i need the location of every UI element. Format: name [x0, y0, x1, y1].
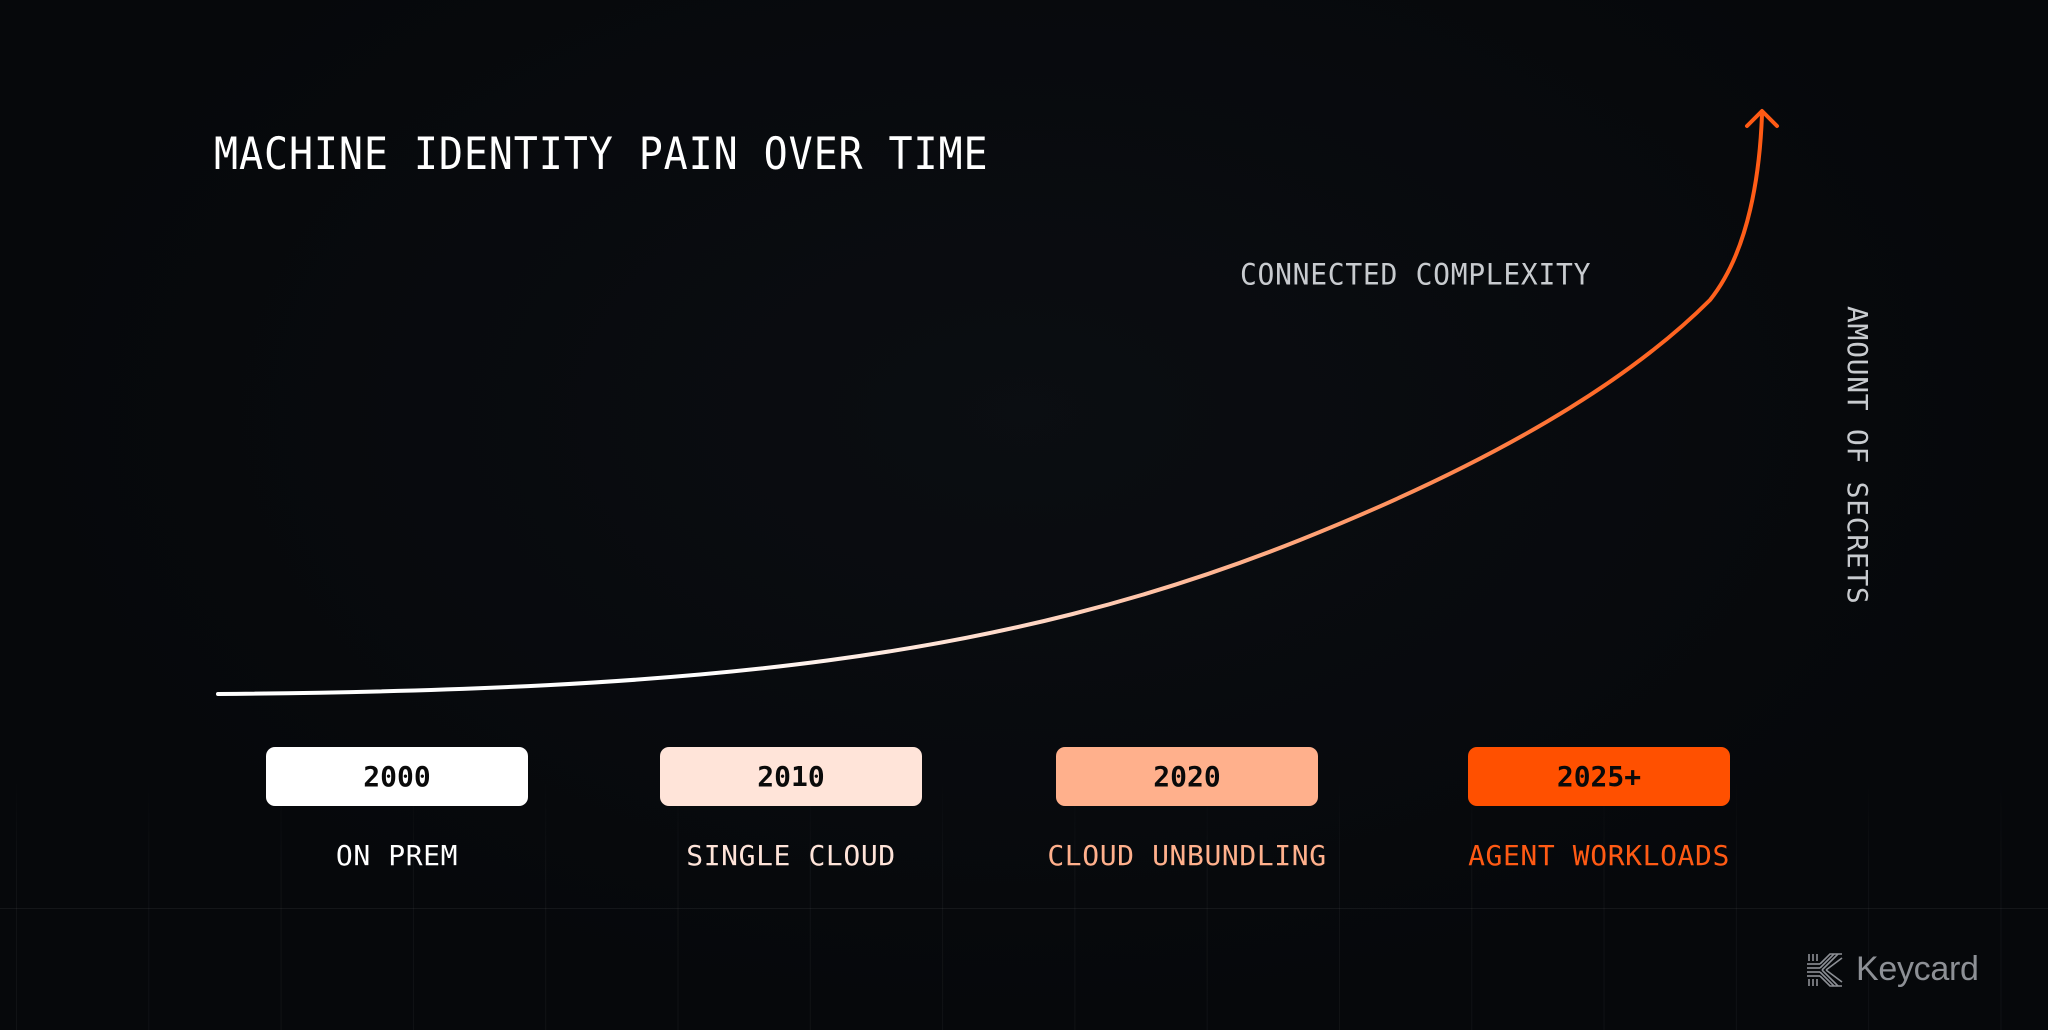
year-badge: 2020 [1056, 747, 1318, 806]
year-badge: 2010 [660, 747, 922, 806]
year-badge: 2025+ [1468, 747, 1730, 806]
background-grid [0, 770, 2048, 1030]
milestone-2025: 2025+ AGENT WORKLOADS [1468, 747, 1730, 873]
milestone-2010: 2010 SINGLE CLOUD [660, 747, 922, 873]
era-label: ON PREM [335, 839, 459, 872]
milestone-2020: 2020 CLOUD UNBUNDLING [1047, 747, 1326, 873]
year-badge: 2000 [266, 747, 528, 806]
background-grid-line [0, 908, 2048, 909]
brand-logo: Keycard [1806, 950, 1979, 989]
era-label: CLOUD UNBUNDLING [1047, 839, 1327, 872]
keycard-k-logo-icon [1807, 952, 1843, 987]
milestone-2000: 2000 ON PREM [266, 747, 528, 873]
brand-name: Keycard [1856, 950, 1979, 988]
curve-line [216, 112, 1764, 696]
era-label: SINGLE CLOUD [686, 839, 896, 872]
chart-title: MACHINE IDENTITY PAIN OVER TIME [214, 128, 989, 180]
era-label: AGENT WORKLOADS [1468, 839, 1730, 872]
curve-annotation: CONNECTED COMPLEXITY [1240, 257, 1592, 292]
arrow-head-icon [1745, 109, 1779, 128]
